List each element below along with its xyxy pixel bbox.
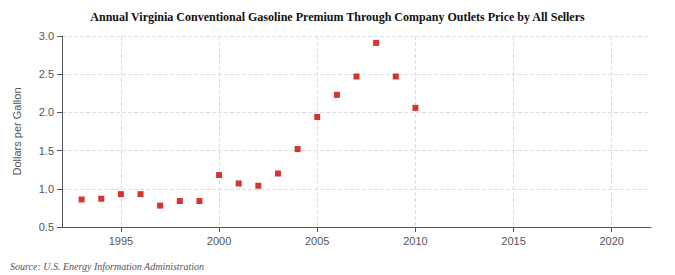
- svg-text:1995: 1995: [109, 235, 133, 247]
- svg-text:1.5: 1.5: [39, 145, 54, 157]
- svg-text:2010: 2010: [403, 235, 427, 247]
- svg-text:0.5: 0.5: [39, 221, 54, 233]
- svg-text:1.0: 1.0: [39, 183, 54, 195]
- svg-text:Dollars per Gallon: Dollars per Gallon: [11, 87, 23, 175]
- svg-text:2015: 2015: [501, 235, 525, 247]
- svg-text:2000: 2000: [207, 235, 231, 247]
- svg-text:Source: U.S. Energy Informatio: Source: U.S. Energy Information Administ…: [10, 261, 204, 272]
- svg-text:2.5: 2.5: [39, 68, 54, 80]
- svg-text:3.0: 3.0: [39, 30, 54, 42]
- svg-text:2.0: 2.0: [39, 106, 54, 118]
- svg-text:Annual Virginia Conventional G: Annual Virginia Conventional Gasoline Pr…: [90, 10, 585, 24]
- svg-text:2020: 2020: [599, 235, 623, 247]
- svg-text:2005: 2005: [305, 235, 329, 247]
